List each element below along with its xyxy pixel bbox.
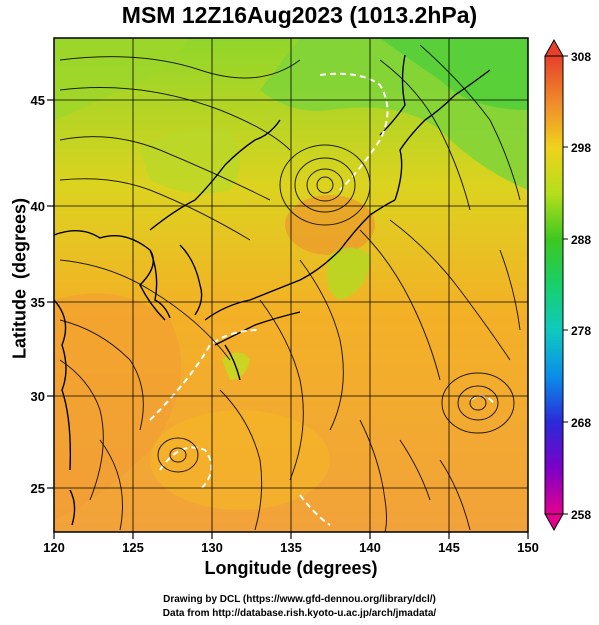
- x-tick-label: 125: [122, 540, 144, 555]
- x-tick-label: 130: [201, 540, 223, 555]
- colorbar-min-arrow: [544, 513, 564, 532]
- x-axis-title: Longitude (degrees): [204, 558, 378, 578]
- temperature-field: [54, 38, 528, 532]
- y-tick-label: 35: [31, 295, 45, 310]
- colorbar-label: 258: [571, 508, 591, 522]
- y-tick-label: 25: [31, 481, 45, 496]
- graticule: [54, 38, 528, 532]
- x-tick-label: 145: [438, 540, 460, 555]
- coastlines: [54, 54, 491, 526]
- colorbar-max-arrow: [544, 38, 564, 57]
- colorbar-label: 288: [571, 233, 591, 247]
- wind-streamlines: [59, 44, 521, 532]
- colorbar-label: 308: [571, 50, 591, 64]
- x-tick-label: 120: [43, 540, 65, 555]
- y-tick-label: 40: [31, 199, 45, 214]
- data-credit: Data from http://database.rish.kyoto-u.a…: [162, 608, 437, 619]
- y-tick-label: 30: [31, 389, 45, 404]
- x-tick-label: 140: [359, 540, 381, 555]
- map-title: MSM 12Z16Aug2023 (1013.2hPa): [121, 2, 478, 28]
- x-tick-label: 135: [280, 540, 302, 555]
- colorbar-label: 268: [571, 416, 591, 430]
- colorbar-label: 298: [571, 141, 591, 155]
- y-tick-label: 45: [31, 93, 45, 108]
- axis-ticks: [47, 99, 529, 539]
- colorbar-label: 278: [571, 324, 591, 338]
- x-tick-label: 150: [517, 540, 539, 555]
- colorbar: 308 298 288 278 268 258: [544, 38, 591, 532]
- y-axis-title: Latitude (degrees): [9, 197, 30, 360]
- drawing-credit: Drawing by DCL (https://www.gfd-dennou.o…: [163, 594, 436, 605]
